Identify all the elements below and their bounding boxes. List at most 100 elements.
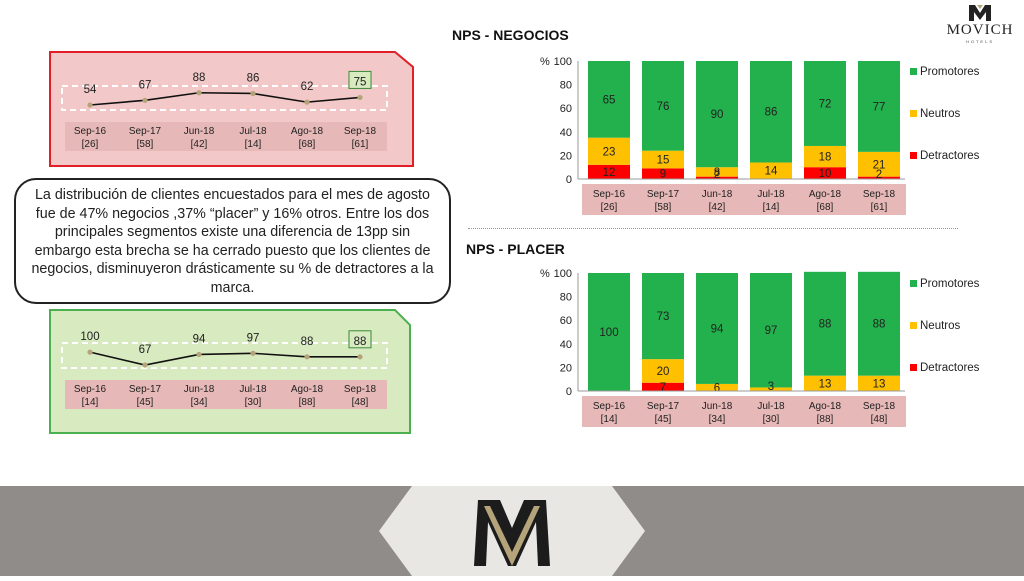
trend-value-label: 67 (139, 79, 152, 91)
y-tick-label: 100 (554, 56, 572, 68)
bar-value-label: 14 (765, 166, 778, 178)
bar-segment-promotores (750, 273, 792, 388)
category-count-label: [34] (709, 414, 726, 425)
bar-segment-promotores (858, 61, 900, 152)
bar-value-label: 18 (819, 152, 832, 164)
category-label: Sep-17 (129, 384, 162, 395)
bar-segment-neutros (804, 145, 846, 168)
legend-swatch-neutros (910, 110, 917, 117)
category-label: Ago-18 (291, 126, 324, 137)
bar-value-label: 8 (714, 167, 720, 179)
legend-swatch-detractores (910, 364, 917, 371)
trend-value-label: 62 (301, 81, 314, 93)
trend-point (357, 94, 363, 101)
y-tick-label: 20 (560, 150, 572, 162)
bar-value-label: 72 (819, 98, 832, 110)
footer-band (0, 486, 1024, 576)
category-count-label: [30] (763, 414, 780, 425)
category-count-label: [30] (245, 397, 262, 408)
trend-line (89, 91, 361, 106)
trend-point (304, 354, 310, 360)
y-tick-label: 100 (554, 268, 572, 280)
trend-value-label: 86 (247, 72, 260, 84)
legend-swatch-detractores (910, 152, 917, 159)
category-count-label: [68] (299, 139, 316, 150)
bar-value-label: 86 (765, 107, 778, 119)
placer-title: NPS - PLACER (466, 241, 565, 257)
section-divider (468, 228, 958, 229)
category-label-bar (65, 380, 387, 409)
y-axis-unit-label: % (540, 268, 550, 280)
legend-label: Neutros (920, 108, 961, 120)
bar-value-label: 94 (711, 323, 724, 335)
legend-swatch-neutros (910, 322, 917, 329)
bar-segment-neutros (750, 387, 792, 391)
trend-point (250, 350, 256, 356)
legend-label: Detractores (920, 362, 980, 374)
category-label-bar (65, 122, 387, 151)
legend-swatch-promotores (910, 280, 917, 287)
trend-value-label: 88 (301, 336, 314, 348)
category-count-label: [45] (137, 397, 154, 408)
bar-value-label: 77 (873, 101, 886, 113)
category-count-label: [26] (601, 202, 618, 213)
trend-point (250, 90, 256, 97)
bar-segment-promotores (642, 273, 684, 360)
footer-logo-icon (474, 500, 550, 566)
trend-dashed-box (61, 342, 388, 369)
category-label: Ago-18 (809, 401, 842, 412)
bar-value-label: 13 (873, 378, 886, 390)
bar-value-label: 10 (819, 168, 832, 180)
category-label: Jul-18 (757, 189, 785, 200)
category-label: Jul-18 (239, 384, 267, 395)
category-label: Sep-17 (647, 401, 680, 412)
bar-segment-neutros (750, 162, 792, 179)
category-label: Jun-18 (184, 126, 215, 137)
trend-value-label: 94 (193, 333, 206, 345)
trend-value-label: 54 (84, 84, 97, 96)
bar-value-label: 23 (603, 146, 616, 158)
trend-point (196, 90, 202, 96)
trend-point (87, 349, 93, 355)
bar-segment-promotores (804, 271, 846, 376)
bar-value-label: 13 (819, 378, 832, 390)
bar-value-label: 97 (765, 325, 778, 337)
category-count-label: [48] (352, 397, 369, 408)
y-tick-label: 60 (560, 103, 572, 115)
legend-swatch-promotores (910, 68, 917, 75)
category-count-label: [26] (82, 139, 99, 150)
category-label: Sep-18 (863, 401, 896, 412)
category-count-label: [61] (871, 202, 888, 213)
category-label: Jul-18 (239, 126, 267, 137)
bar-segment-promotores (642, 61, 684, 151)
y-tick-label: 80 (560, 80, 572, 92)
bar-segment-neutros (858, 151, 900, 177)
movich-emblem-icon (969, 5, 991, 21)
category-count-label: [61] (352, 139, 369, 150)
bar-segment-promotores (696, 61, 738, 168)
bar-value-label: 6 (714, 382, 720, 394)
bar-value-label: 90 (711, 109, 724, 121)
category-label: Sep-16 (593, 189, 626, 200)
bar-value-label: 100 (599, 327, 618, 339)
bar-segment-neutros (804, 375, 846, 391)
bar-value-label: 21 (873, 159, 886, 171)
category-count-label: [58] (655, 202, 672, 213)
category-count-label: [45] (655, 414, 672, 425)
trend-point (196, 351, 202, 358)
bar-segment-detractores (588, 164, 630, 179)
bar-segment-neutros (642, 150, 684, 169)
category-count-label: [42] (709, 202, 726, 213)
trend-value-label: 88 (193, 72, 206, 84)
bar-value-label: 73 (657, 311, 670, 323)
bar-segment-detractores (858, 176, 900, 179)
category-label: Jun-18 (184, 384, 215, 395)
trend-line (89, 351, 360, 366)
category-label: Sep-16 (74, 126, 107, 137)
category-count-label: [14] (601, 414, 618, 425)
bar-segment-promotores (588, 61, 630, 138)
category-count-label: [34] (191, 397, 208, 408)
negocios-bar-chart: %020406080100122365915762890148610187222… (540, 56, 980, 215)
category-label-bar (582, 184, 906, 215)
category-label: Sep-18 (344, 126, 377, 137)
